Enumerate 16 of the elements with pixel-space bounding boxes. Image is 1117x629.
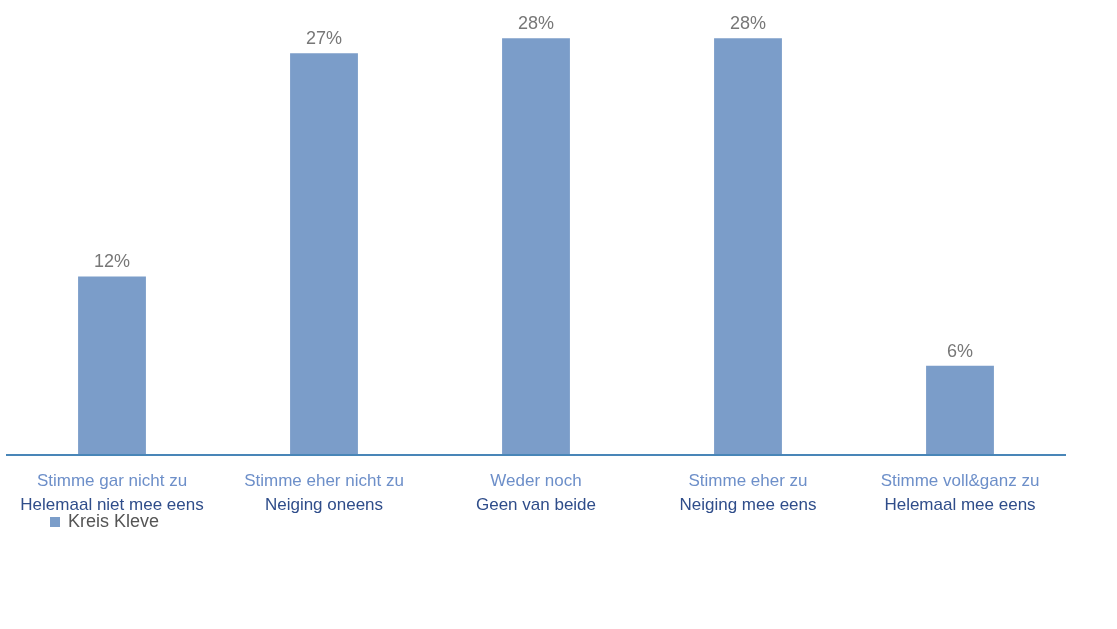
data-label: 28% xyxy=(729,13,767,34)
bar xyxy=(926,365,994,455)
category-label: Stimme gar nicht zu Helemaal niet mee eens xyxy=(20,471,204,514)
legend-label: Kreis Kleve xyxy=(68,511,160,531)
data-label: 27% xyxy=(305,28,343,49)
bar xyxy=(290,53,358,455)
category-label: Stimme voll&ganz zu Helemaal mee eens xyxy=(880,471,1040,514)
data-label: 28% xyxy=(517,13,555,34)
category-label: Stimme eher zu Neiging mee eens xyxy=(679,471,817,514)
bar xyxy=(78,276,146,455)
data-label: 6% xyxy=(946,340,974,361)
category-label: Weder noch Geen van beide xyxy=(475,471,597,514)
bar xyxy=(714,38,782,455)
category-label: Stimme eher nicht zu Neiging oneens xyxy=(244,471,404,514)
bar xyxy=(502,38,570,455)
data-label: 12% xyxy=(93,251,131,272)
